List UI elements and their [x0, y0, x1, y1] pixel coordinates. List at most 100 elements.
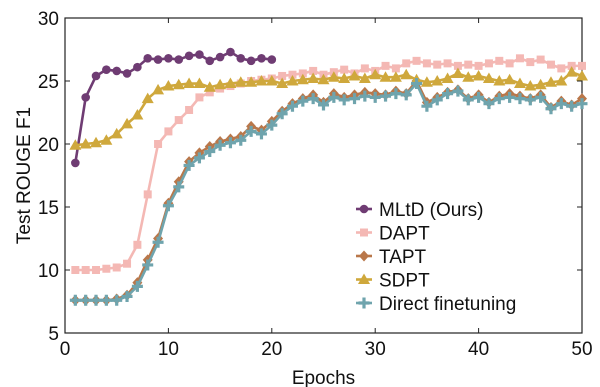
- data-point: [71, 266, 80, 274]
- data-point: [79, 138, 92, 149]
- data-point: [452, 85, 464, 97]
- legend-item: MLtD (Ours): [356, 200, 484, 221]
- data-point: [412, 56, 421, 65]
- data-point: [91, 71, 101, 81]
- data-point: [464, 60, 473, 69]
- data-point: [514, 93, 526, 105]
- data-point: [433, 60, 442, 69]
- data-point: [257, 54, 266, 63]
- data-point: [565, 66, 578, 77]
- legend-marker: [359, 204, 369, 214]
- data-point: [400, 68, 413, 80]
- data-point: [288, 70, 297, 79]
- data-point: [482, 72, 495, 83]
- data-point: [112, 66, 121, 76]
- data-point: [349, 93, 361, 105]
- data-point: [505, 59, 514, 68]
- data-point: [318, 99, 329, 111]
- data-point: [121, 290, 133, 302]
- data-point: [131, 280, 143, 292]
- legend-label: SDPT: [379, 271, 430, 292]
- data-point: [503, 73, 516, 85]
- data-point: [420, 76, 433, 87]
- data-point: [369, 91, 381, 103]
- data-point: [421, 100, 433, 112]
- data-point: [473, 91, 485, 103]
- data-point: [576, 98, 588, 110]
- data-point: [359, 90, 371, 102]
- data-point: [152, 83, 165, 95]
- y-tick-label: 20: [38, 135, 59, 156]
- data-point: [555, 98, 567, 110]
- data-point: [379, 71, 392, 82]
- data-point: [92, 266, 101, 274]
- data-point: [422, 59, 431, 68]
- data-point: [453, 61, 462, 70]
- data-point: [195, 93, 204, 102]
- data-point: [234, 76, 247, 87]
- data-point: [515, 54, 524, 63]
- data-point: [286, 75, 299, 86]
- x-tick-label: 40: [468, 339, 489, 360]
- legend-marker: [359, 250, 369, 262]
- data-point: [141, 92, 154, 104]
- data-point: [524, 94, 536, 106]
- y-tick-label: 15: [38, 198, 59, 219]
- data-point: [81, 93, 90, 102]
- data-point: [474, 61, 483, 70]
- data-point: [526, 58, 535, 67]
- data-point: [513, 77, 526, 89]
- legend-label: MLtD (Ours): [379, 200, 484, 221]
- data-point: [442, 88, 454, 100]
- data-point: [81, 266, 90, 274]
- data-point: [69, 139, 82, 150]
- data-point: [183, 77, 196, 89]
- data-point: [112, 263, 121, 272]
- data-point: [535, 91, 547, 103]
- data-point: [226, 47, 235, 57]
- data-point: [483, 98, 495, 110]
- data-point: [173, 181, 185, 193]
- data-point: [131, 109, 144, 120]
- data-point: [348, 69, 361, 81]
- x-tick-label: 50: [571, 339, 592, 360]
- axes: 0 10 20 30 40 50 5 10 15 20 25 30: [38, 9, 593, 360]
- legend-item: TAPT: [356, 247, 427, 268]
- data-point: [317, 73, 330, 85]
- series-mltd-ours: [71, 47, 277, 168]
- data-point: [266, 119, 278, 131]
- data-point: [566, 100, 578, 112]
- data-point: [298, 69, 307, 78]
- data-point: [133, 62, 142, 72]
- data-point: [121, 117, 134, 129]
- y-axis-label: Test ROUGE F1: [14, 107, 35, 244]
- data-point: [524, 80, 537, 91]
- data-point: [411, 78, 423, 90]
- data-point: [214, 78, 227, 90]
- data-point: [327, 71, 340, 82]
- x-tick-label: 10: [158, 339, 179, 360]
- data-point: [307, 93, 319, 105]
- data-point: [296, 73, 309, 85]
- data-point: [142, 259, 154, 271]
- y-tick-label: 30: [38, 9, 59, 30]
- data-point: [174, 55, 184, 64]
- data-point: [111, 294, 123, 306]
- data-point: [174, 116, 183, 125]
- data-point: [185, 105, 194, 114]
- data-point: [338, 72, 351, 83]
- legend-item: SDPT: [356, 271, 430, 292]
- data-point: [555, 75, 568, 86]
- data-point: [100, 294, 112, 306]
- data-point: [276, 108, 288, 120]
- data-point: [214, 139, 226, 151]
- data-point: [380, 90, 392, 102]
- data-point: [224, 77, 237, 89]
- data-point: [358, 72, 371, 83]
- data-point: [557, 64, 566, 73]
- data-point: [276, 77, 289, 89]
- data-point: [267, 55, 277, 64]
- data-point: [286, 100, 298, 112]
